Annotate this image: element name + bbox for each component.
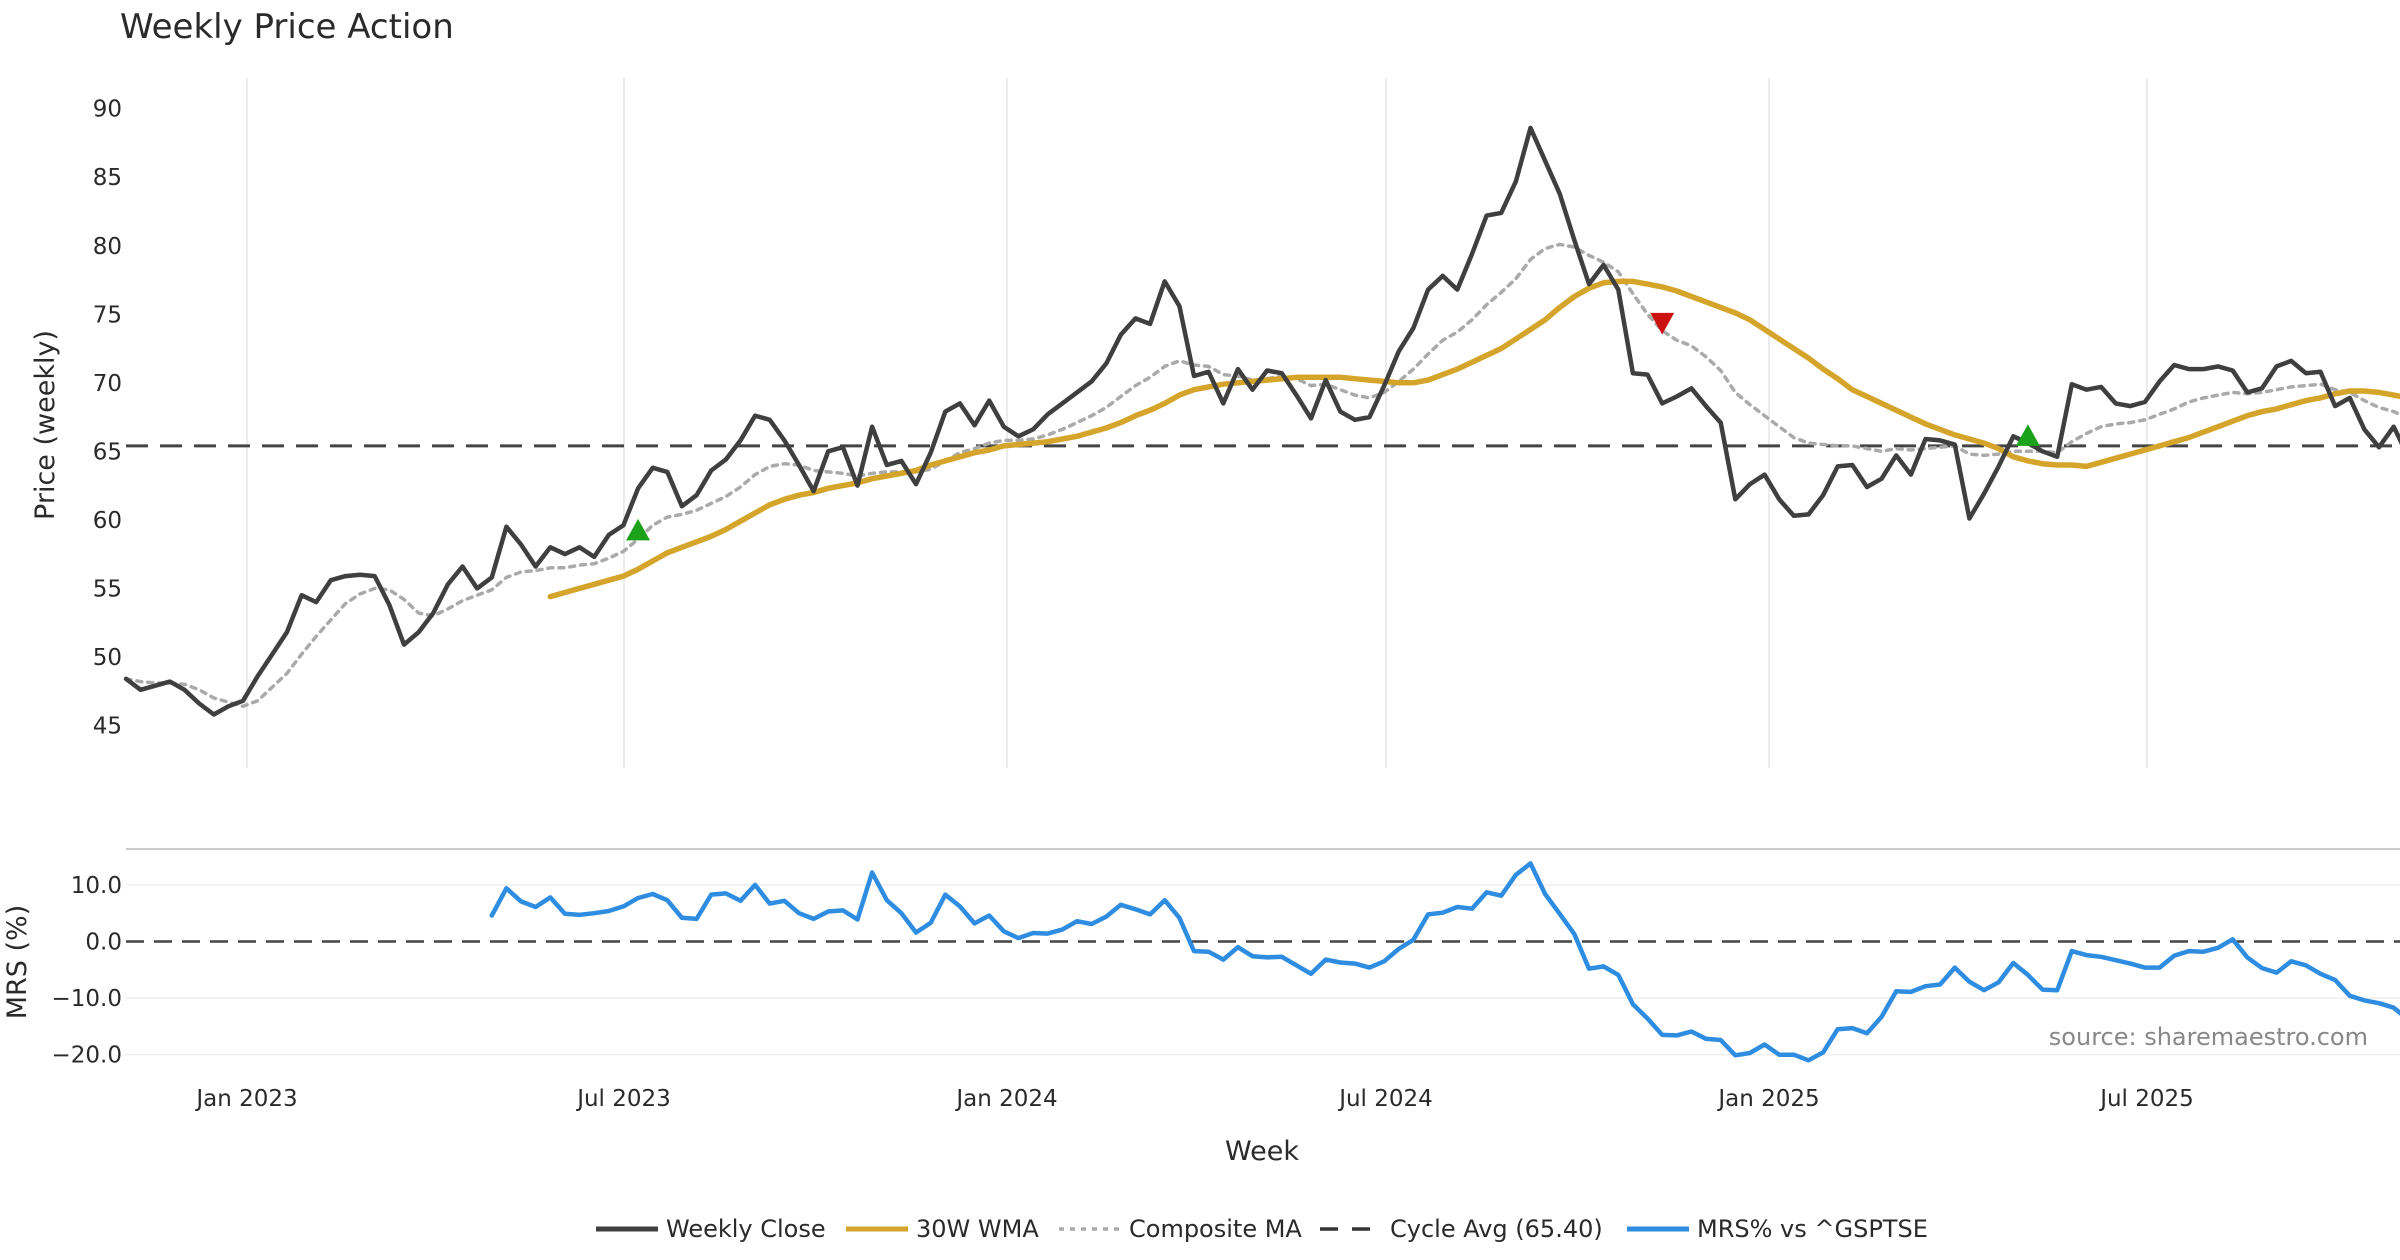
buy-signal-marker-0: [626, 518, 651, 541]
legend-label: 30W WMA: [916, 1215, 1039, 1243]
mrs-y-tick-0: 10.0: [71, 873, 122, 899]
source-note: source: sharemaestro.com: [2049, 1023, 2368, 1051]
x-tick-1: Jul 2023: [575, 1086, 671, 1112]
price-y-tick-5: 70: [93, 371, 122, 397]
series-30w-wma: [547, 278, 2400, 600]
legend-label: MRS% vs ^GSPTSE: [1697, 1215, 1928, 1243]
price-y-tick-9: 90: [93, 97, 122, 123]
mrs-grid: [126, 884, 2400, 1056]
price-y-tick-2: 55: [93, 576, 122, 602]
legend-label: Weekly Close: [666, 1215, 826, 1243]
price-series: [123, 125, 2400, 717]
x-ticks: Jan 2023 Jul 2023 Jan 2024 Jul 2024 Jan 2025…: [194, 1086, 2193, 1112]
price-grid: [246, 78, 2148, 768]
buy-signal-marker-2: [2015, 424, 2040, 446]
chart-title: Weekly Price Action: [120, 7, 454, 47]
series-composite-ma: [124, 242, 2400, 709]
price-panel: 45 50 55 60 65 70 75 80 85 90 Price (weekly): [30, 78, 2400, 768]
mrs-y-ticks: 10.0 0.0 −10.0 −20.0: [52, 873, 122, 1069]
legend-label: Cycle Avg (65.40): [1390, 1215, 1603, 1243]
legend-item-2: Composite MA: [1059, 1215, 1302, 1243]
series-mrs: [489, 861, 2400, 1063]
x-tick-5: Jul 2025: [2098, 1086, 2194, 1112]
sell-signal-marker-1: [1650, 312, 1675, 335]
price-y-tick-4: 65: [93, 439, 122, 465]
series-weekly-close: [123, 125, 2400, 717]
mrs-y-tick-3: −20.0: [52, 1043, 122, 1069]
x-tick-4: Jan 2025: [1716, 1086, 1819, 1112]
mrs-series: [489, 861, 2400, 1063]
x-axis-label: Week: [1225, 1136, 1299, 1167]
price-y-tick-0: 45: [93, 713, 122, 739]
price-y-ticks: 45 50 55 60 65 70 75 80 85 90: [93, 97, 122, 740]
x-tick-0: Jan 2023: [194, 1086, 297, 1112]
x-tick-3: Jul 2024: [1337, 1086, 1433, 1112]
price-y-tick-1: 50: [93, 645, 122, 671]
mrs-y-label: MRS (%): [2, 905, 33, 1020]
price-y-tick-7: 80: [93, 234, 122, 260]
price-y-label: Price (weekly): [30, 330, 61, 520]
legend-item-0: Weekly Close: [596, 1215, 826, 1243]
legend: Weekly Close 30W WMA Composite MA Cycle Avg…: [596, 1215, 1928, 1243]
price-y-tick-8: 85: [93, 165, 122, 191]
mrs-y-tick-1: 0.0: [85, 930, 122, 956]
mrs-y-tick-2: −10.0: [52, 986, 122, 1012]
legend-item-1: 30W WMA: [846, 1215, 1039, 1243]
price-markers: [626, 312, 2040, 541]
legend-item-3: Cycle Avg (65.40): [1320, 1215, 1603, 1243]
legend-item-4: MRS% vs ^GSPTSE: [1627, 1215, 1928, 1243]
mrs-panel: 10.0 0.0 −10.0 −20.0 MRS (%) source: sharem…: [2, 848, 2400, 1069]
legend-label: Composite MA: [1129, 1215, 1302, 1243]
x-tick-2: Jan 2024: [954, 1086, 1057, 1112]
price-y-tick-3: 60: [93, 508, 122, 534]
price-y-tick-6: 75: [93, 302, 122, 328]
